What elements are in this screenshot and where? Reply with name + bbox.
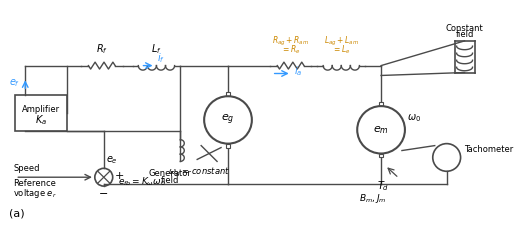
Text: Tachometer: Tachometer: [464, 145, 513, 154]
Text: $\omega_g$ = constant: $\omega_g$ = constant: [168, 166, 230, 179]
Text: $R_f$: $R_f$: [96, 42, 108, 56]
Text: +: +: [115, 171, 124, 181]
Text: $\omega_0$: $\omega_0$: [407, 112, 421, 124]
Text: $e_g$: $e_g$: [221, 113, 235, 127]
Text: Amplifier: Amplifier: [22, 105, 60, 114]
Text: Reference: Reference: [13, 179, 56, 188]
Text: voltage $e_r$: voltage $e_r$: [13, 187, 57, 200]
FancyBboxPatch shape: [226, 92, 230, 96]
Text: −: −: [99, 189, 108, 199]
Text: $e_m$: $e_m$: [373, 124, 389, 136]
Text: $T_d$: $T_d$: [377, 179, 389, 193]
FancyBboxPatch shape: [226, 144, 230, 148]
Text: Speed: Speed: [13, 164, 40, 173]
FancyBboxPatch shape: [15, 95, 67, 131]
Text: $= L_e$: $= L_e$: [332, 43, 351, 56]
Text: field: field: [455, 30, 474, 39]
Text: $K_a$: $K_a$: [35, 113, 47, 127]
FancyBboxPatch shape: [379, 153, 383, 158]
Text: $e_f$: $e_f$: [9, 77, 20, 89]
Text: $i_f$: $i_f$: [157, 51, 165, 65]
Text: $R_{ag} + R_{am}$: $R_{ag} + R_{am}$: [272, 35, 309, 48]
Text: field: field: [161, 176, 180, 185]
Text: Generator: Generator: [149, 169, 192, 178]
Text: $= R_e$: $= R_e$: [281, 43, 300, 56]
FancyBboxPatch shape: [379, 102, 383, 106]
Text: $B_m, J_m$: $B_m, J_m$: [360, 192, 387, 205]
Text: Constant: Constant: [446, 24, 484, 33]
Text: (a): (a): [10, 209, 25, 219]
Text: $i_a$: $i_a$: [294, 65, 302, 78]
Text: $e_e$: $e_e$: [106, 155, 118, 166]
Text: $e_{fb} = K_{\omega}\omega_0$: $e_{fb} = K_{\omega}\omega_0$: [118, 176, 165, 188]
Text: $L_f$: $L_f$: [151, 42, 162, 56]
Text: $L_{ag} + L_{am}$: $L_{ag} + L_{am}$: [324, 35, 359, 48]
